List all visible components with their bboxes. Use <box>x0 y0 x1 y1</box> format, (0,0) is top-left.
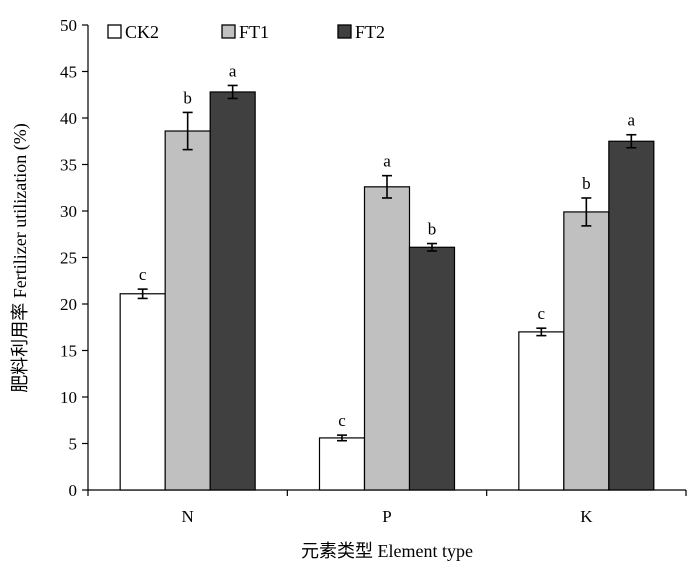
significance-letter: c <box>139 265 147 284</box>
bar <box>408 246 456 491</box>
y-tick-label: 45 <box>60 63 77 82</box>
bar <box>318 437 366 491</box>
legend-swatch <box>221 24 236 39</box>
y-tick-label: 50 <box>60 16 77 35</box>
y-tick-label: 25 <box>60 249 77 268</box>
bar <box>363 186 411 491</box>
significance-letter: b <box>582 174 591 193</box>
y-tick-label: 5 <box>69 435 78 454</box>
legend-swatch <box>337 24 352 39</box>
y-tick-label: 0 <box>69 481 78 500</box>
legend: CK2 FT1 FT2 <box>107 22 385 42</box>
significance-letter: a <box>229 61 237 80</box>
legend-label: FT1 <box>239 22 269 42</box>
x-axis-title: 元素类型 Element type <box>301 541 473 561</box>
bar <box>518 331 565 491</box>
significance-letter: a <box>383 152 391 171</box>
significance-letter: c <box>338 411 346 430</box>
y-tick-label: 40 <box>60 109 77 128</box>
significance-letter: b <box>428 220 437 239</box>
significance-labels: c b a c a b c b a <box>139 61 636 430</box>
significance-letter: c <box>538 304 546 323</box>
y-axis-title: 肥料利用率 Fertilizer utilization (%) <box>10 123 31 392</box>
x-tick-label: P <box>382 507 391 526</box>
bar <box>608 140 655 491</box>
bar <box>164 130 211 491</box>
y-tick-label: 20 <box>60 295 77 314</box>
significance-letter: a <box>628 111 636 130</box>
bar <box>119 293 166 491</box>
significance-letter: b <box>183 88 192 107</box>
y-tick-label: 15 <box>60 342 77 361</box>
legend-label: CK2 <box>125 22 159 42</box>
bar <box>563 211 610 491</box>
x-tick-label: N <box>182 507 194 526</box>
bars <box>119 91 655 491</box>
bar <box>209 91 256 491</box>
tick-labels: 0 5 10 15 20 25 30 35 40 45 50 N P K <box>60 16 593 526</box>
y-tick-label: 30 <box>60 202 77 221</box>
y-tick-label: 35 <box>60 156 77 175</box>
y-tick-label: 10 <box>60 388 77 407</box>
error-bars <box>137 84 637 442</box>
x-tick-label: K <box>580 507 593 526</box>
legend-label: FT2 <box>355 22 385 42</box>
legend-swatch <box>107 24 122 39</box>
